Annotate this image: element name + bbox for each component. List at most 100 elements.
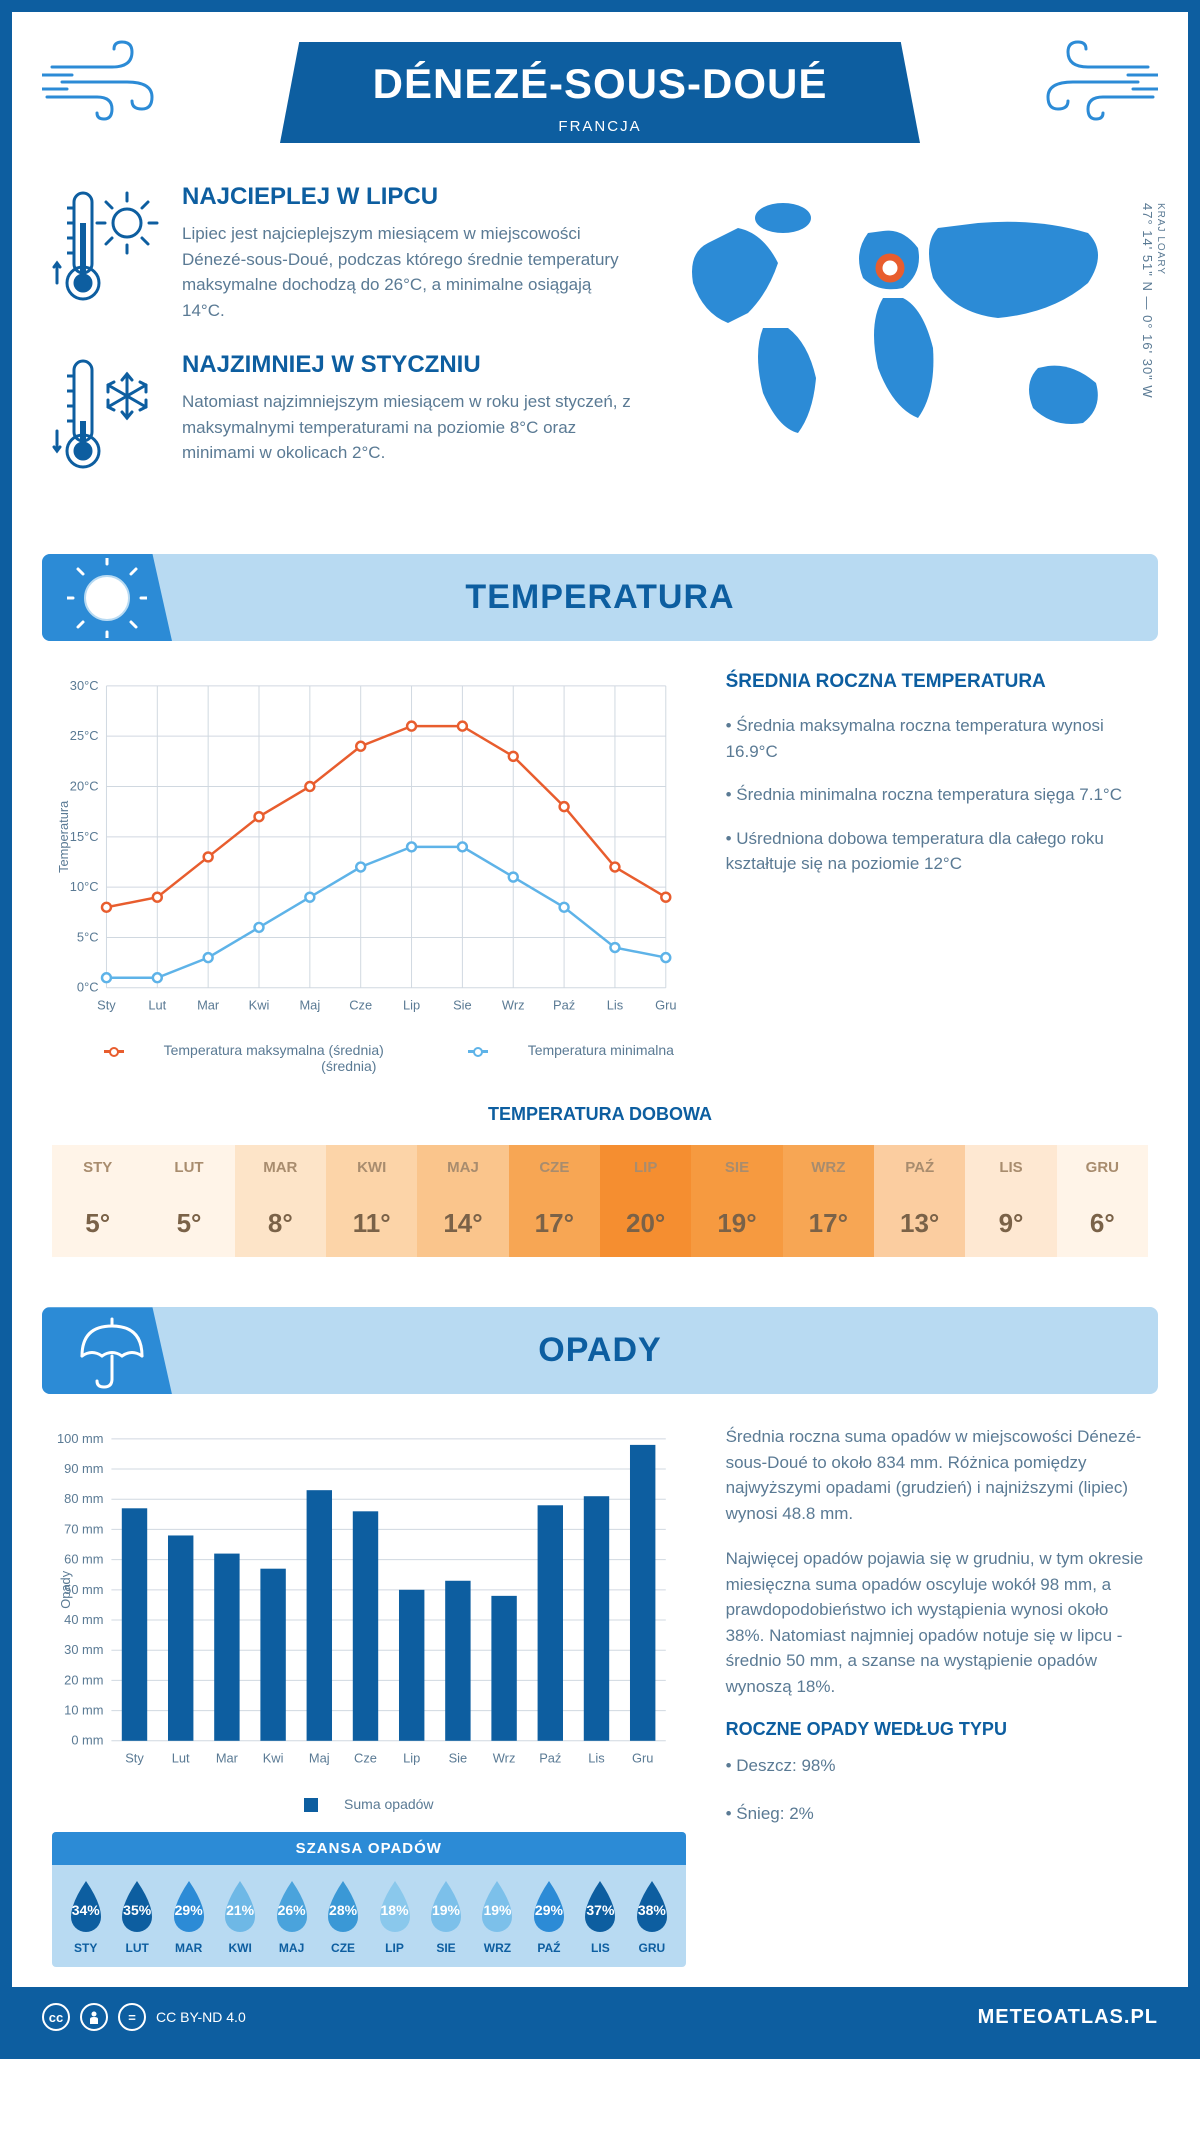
daily-temp-value: 14° xyxy=(417,1190,508,1257)
coldest-title: NAJZIMNIEJ W STYCZNIU xyxy=(182,351,638,379)
raindrop-icon: 21% xyxy=(217,1879,263,1935)
chance-cell: 38% GRU xyxy=(626,1879,677,1955)
page-title: DÉNEZÉ-SOUS-DOUÉ xyxy=(350,60,850,108)
country-label: FRANCJA xyxy=(350,118,850,135)
svg-text:5°C: 5°C xyxy=(77,929,99,944)
precip-info-text: Średnia roczna suma opadów w miejscowośc… xyxy=(726,1424,1148,1526)
raindrop-icon: 34% xyxy=(63,1879,109,1935)
svg-text:Paź: Paź xyxy=(539,1751,561,1766)
chance-cell: 28% CZE xyxy=(317,1879,368,1955)
svg-text:Maj: Maj xyxy=(309,1751,330,1766)
precip-info-text: Najwięcej opadów pojawia się w grudniu, … xyxy=(726,1546,1148,1699)
daily-temp-value: 13° xyxy=(874,1190,965,1257)
temp-info-bullet: • Średnia minimalna roczna temperatura s… xyxy=(726,782,1148,808)
sun-icon xyxy=(42,554,172,641)
svg-text:0 mm: 0 mm xyxy=(71,1733,103,1748)
legend-max-label: Temperatura maksymalna (średnia) xyxy=(164,1042,384,1058)
chance-cell: 29% PAŹ xyxy=(523,1879,574,1955)
temperature-section-banner: TEMPERATURA xyxy=(42,554,1158,641)
svg-text:Cze: Cze xyxy=(349,998,372,1013)
svg-text:Wrz: Wrz xyxy=(493,1751,516,1766)
legend-precip-label: Suma opadów xyxy=(344,1796,434,1812)
precipitation-heading: OPADY xyxy=(42,1331,1158,1370)
chance-cell: 21% KWI xyxy=(214,1879,265,1955)
svg-text:Lis: Lis xyxy=(607,998,623,1013)
raindrop-icon: 26% xyxy=(269,1879,315,1935)
coordinates-label: 47° 14' 51" N — 0° 16' 30" W xyxy=(1140,203,1155,399)
raindrop-icon: 18% xyxy=(372,1879,418,1935)
svg-text:Gru: Gru xyxy=(632,1751,653,1766)
precipitation-bar-chart: 0 mm10 mm20 mm30 mm40 mm50 mm60 mm70 mm8… xyxy=(52,1424,686,1780)
precip-type-bullet: • Śnieg: 2% xyxy=(726,1800,1148,1827)
svg-text:70 mm: 70 mm xyxy=(64,1522,103,1537)
chance-of-precip-box: SZANSA OPADÓW 34% STY 35% LUT 29% MAR 21… xyxy=(52,1832,686,1967)
nd-icon: = xyxy=(118,2003,146,2031)
svg-text:Sie: Sie xyxy=(453,998,472,1013)
world-map: KRAJ LOARY 47° 14' 51" N — 0° 16' 30" W xyxy=(668,183,1148,514)
chance-cell: 18% LIP xyxy=(369,1879,420,1955)
svg-text:Lut: Lut xyxy=(172,1751,190,1766)
temperature-line-chart: 0°C5°C10°C15°C20°C25°C30°CStyLutMarKwiMa… xyxy=(52,671,686,1074)
svg-text:Cze: Cze xyxy=(354,1751,377,1766)
daily-month-header: LIP xyxy=(600,1145,691,1190)
svg-text:Mar: Mar xyxy=(216,1751,239,1766)
svg-text:15°C: 15°C xyxy=(70,829,99,844)
chance-cell: 29% MAR xyxy=(163,1879,214,1955)
svg-text:Maj: Maj xyxy=(299,998,320,1013)
warmest-title: NAJCIEPLEJ W LIPCU xyxy=(182,183,638,211)
thermometer-snowflake-icon xyxy=(52,351,162,486)
svg-text:Sty: Sty xyxy=(97,998,116,1013)
chance-cell: 19% WRZ xyxy=(472,1879,523,1955)
svg-text:90 mm: 90 mm xyxy=(64,1461,103,1476)
cc-icon: cc xyxy=(42,2003,70,2031)
svg-text:80 mm: 80 mm xyxy=(64,1492,103,1507)
daily-month-header: SIE xyxy=(691,1145,782,1190)
daily-temp-value: 17° xyxy=(783,1190,874,1257)
site-name: METEOATLAS.PL xyxy=(978,2006,1158,2029)
warmest-block: NAJCIEPLEJ W LIPCU Lipiec jest najcieple… xyxy=(52,183,638,323)
daily-month-header: CZE xyxy=(509,1145,600,1190)
daily-temp-value: 5° xyxy=(52,1190,143,1257)
svg-text:30°C: 30°C xyxy=(70,678,99,693)
daily-month-header: MAJ xyxy=(417,1145,508,1190)
chance-cell: 35% LUT xyxy=(111,1879,162,1955)
region-label: KRAJ LOARY xyxy=(1155,203,1166,399)
svg-text:Lip: Lip xyxy=(403,1751,420,1766)
daily-month-header: GRU xyxy=(1057,1145,1148,1190)
daily-temp-value: 6° xyxy=(1057,1190,1148,1257)
chance-cell: 34% STY xyxy=(60,1879,111,1955)
svg-text:Kwi: Kwi xyxy=(249,998,270,1013)
svg-text:Gru: Gru xyxy=(655,998,676,1013)
raindrop-icon: 19% xyxy=(474,1879,520,1935)
daily-temp-value-row: 5°5°8°11°14°17°20°19°17°13°9°6° xyxy=(52,1190,1148,1257)
chance-cell: 26% MAJ xyxy=(266,1879,317,1955)
coldest-block: NAJZIMNIEJ W STYCZNIU Natomiast najzimni… xyxy=(52,351,638,486)
daily-temp-value: 8° xyxy=(235,1190,326,1257)
raindrop-icon: 38% xyxy=(629,1879,675,1935)
daily-temp-value: 19° xyxy=(691,1190,782,1257)
daily-temp-header-row: STYLUTMARKWIMAJCZELIPSIEWRZPAŹLISGRU xyxy=(52,1145,1148,1190)
world-map-svg xyxy=(668,183,1148,463)
svg-text:Wrz: Wrz xyxy=(502,998,525,1013)
temp-info-bullet: • Uśredniona dobowa temperatura dla całe… xyxy=(726,826,1148,877)
svg-text:10°C: 10°C xyxy=(70,879,99,894)
chance-cell: 19% SIE xyxy=(420,1879,471,1955)
svg-text:Lip: Lip xyxy=(403,998,420,1013)
header: DÉNEZÉ-SOUS-DOUÉ FRANCJA xyxy=(12,12,1188,153)
daily-month-header: PAŹ xyxy=(874,1145,965,1190)
daily-month-header: LIS xyxy=(965,1145,1056,1190)
svg-text:Temperatura: Temperatura xyxy=(56,800,71,873)
wind-icon xyxy=(42,37,172,132)
precipitation-section-banner: OPADY xyxy=(42,1307,1158,1394)
daily-month-header: MAR xyxy=(235,1145,326,1190)
chance-cell: 37% LIS xyxy=(575,1879,626,1955)
svg-text:Paź: Paź xyxy=(553,998,575,1013)
license-label: CC BY-ND 4.0 xyxy=(156,2009,246,2025)
temp-info-bullet: • Średnia maksymalna roczna temperatura … xyxy=(726,713,1148,764)
raindrop-icon: 29% xyxy=(166,1879,212,1935)
svg-text:Kwi: Kwi xyxy=(263,1751,284,1766)
chance-heading: SZANSA OPADÓW xyxy=(52,1832,686,1865)
daily-temp-value: 20° xyxy=(600,1190,691,1257)
wind-icon xyxy=(1028,37,1158,132)
daily-temp-heading: TEMPERATURA DOBOWA xyxy=(52,1104,1148,1125)
